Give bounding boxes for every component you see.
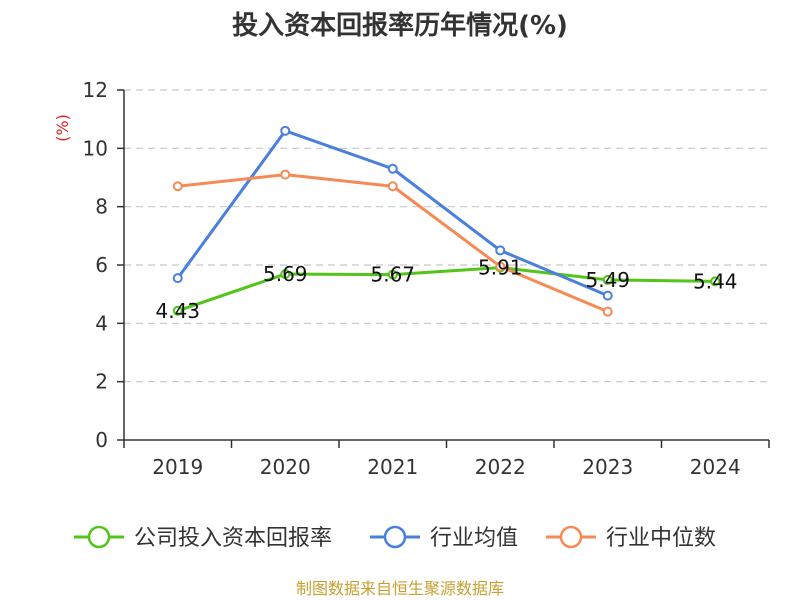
x-tick-label: 2022 [475, 455, 526, 479]
series-line-0 [177, 266, 716, 313]
y-tick-label: 12 [83, 78, 108, 102]
legend-label: 行业均值 [430, 526, 518, 551]
data-point[interactable] [710, 276, 721, 287]
data-point[interactable] [172, 181, 183, 192]
legend-marker [383, 525, 407, 549]
y-tick-label: 2 [95, 370, 108, 394]
y-tick-label: 10 [83, 136, 108, 160]
data-point[interactable] [280, 125, 291, 136]
data-point[interactable] [495, 245, 506, 256]
data-point[interactable] [602, 290, 613, 301]
data-point[interactable] [172, 305, 183, 316]
data-point[interactable] [387, 163, 398, 174]
x-tick-label: 2020 [260, 455, 311, 479]
series-group [172, 125, 721, 317]
data-point[interactable] [495, 261, 506, 272]
y-tick-label: 6 [95, 253, 108, 277]
legend-item-0[interactable]: 公司投入资本回报率 [74, 525, 332, 551]
x-tick-label: 2024 [690, 455, 741, 479]
x-tick-label: 2023 [582, 455, 633, 479]
series-line-2 [177, 173, 609, 314]
y-tick-label: 0 [95, 428, 108, 452]
data-point[interactable] [387, 181, 398, 192]
data-point[interactable] [387, 269, 398, 280]
legend-label: 行业中位数 [606, 526, 716, 551]
y-axis-label: (%) [53, 114, 72, 142]
legend[interactable]: 公司投入资本回报率 行业均值 行业中位数 [74, 525, 716, 551]
axes: 0 2 4 6 8 10 12 2019 2020 2021 2022 2023 2024 [83, 78, 770, 479]
data-label: 5.67 [370, 263, 415, 287]
chart-title: 投入资本回报率历年情况(%) [232, 10, 568, 41]
data-label: 4.43 [155, 299, 200, 323]
x-tick-label: 2021 [367, 455, 418, 479]
data-point[interactable] [602, 274, 613, 285]
legend-label: 公司投入资本回报率 [134, 526, 332, 551]
legend-item-1[interactable]: 行业均值 [370, 525, 518, 551]
data-labels: 4.43 5.69 5.67 5.91 5.49 5.44 [155, 256, 737, 323]
data-point[interactable] [172, 273, 183, 284]
source-note: 制图数据来自恒生聚源数据库 [296, 579, 504, 598]
legend-marker [87, 525, 111, 549]
data-point[interactable] [602, 306, 613, 317]
legend-marker [559, 525, 583, 549]
legend-item-2[interactable]: 行业中位数 [546, 525, 716, 551]
data-point[interactable] [280, 169, 291, 180]
x-tick-label: 2019 [152, 455, 203, 479]
data-label: 5.49 [585, 268, 630, 292]
data-label: 5.44 [693, 269, 738, 293]
grid [124, 89, 769, 383]
data-label: 5.91 [478, 256, 523, 280]
data-label: 5.69 [263, 262, 308, 286]
y-tick-label: 4 [95, 311, 108, 335]
y-tick-label: 8 [95, 195, 108, 219]
data-point[interactable] [280, 269, 291, 280]
